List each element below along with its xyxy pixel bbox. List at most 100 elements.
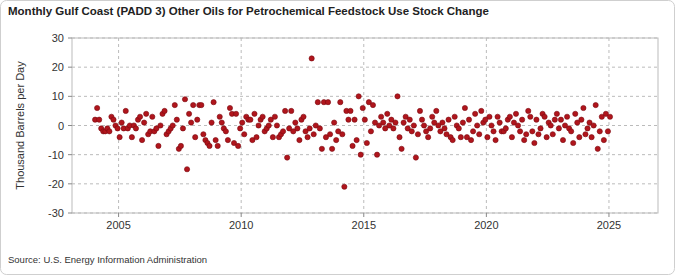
point [538, 126, 543, 131]
point [407, 117, 412, 122]
point [201, 132, 206, 137]
point [315, 100, 320, 105]
point [186, 111, 191, 116]
tick [118, 213, 119, 217]
source: Source: U.S. Energy Information Administ… [8, 254, 207, 265]
point [517, 129, 522, 134]
point [180, 126, 185, 131]
point [301, 114, 306, 119]
point [554, 111, 559, 116]
point [395, 94, 400, 99]
point [601, 137, 606, 142]
point [491, 129, 496, 134]
tick [68, 67, 72, 68]
tick-label: 2015 [352, 219, 376, 231]
point [150, 114, 155, 119]
point [289, 108, 294, 113]
point [479, 108, 484, 113]
point [329, 146, 334, 151]
tick-label: 20 [52, 61, 64, 73]
tick [68, 96, 72, 97]
point [503, 126, 508, 131]
grid-line [72, 183, 658, 184]
tick [68, 183, 72, 184]
point [577, 135, 582, 140]
point [442, 126, 447, 131]
point [240, 120, 245, 125]
tick-label: 2020 [474, 219, 498, 231]
point [534, 117, 539, 122]
point [419, 117, 424, 122]
point [348, 108, 353, 113]
point [589, 135, 594, 140]
point [280, 129, 285, 134]
point [552, 117, 557, 122]
point [391, 126, 396, 131]
point [542, 114, 547, 119]
point [468, 137, 473, 142]
point [233, 111, 238, 116]
tick [68, 125, 72, 126]
point [409, 129, 414, 134]
point [238, 126, 243, 131]
point [144, 111, 149, 116]
point [115, 126, 120, 131]
tick-label: 30 [52, 32, 64, 44]
point [123, 108, 128, 113]
point [358, 152, 363, 157]
point [297, 137, 302, 142]
point [415, 132, 420, 137]
point [158, 123, 163, 128]
point [569, 129, 574, 134]
tick-label: -10 [48, 149, 64, 161]
point [236, 143, 241, 148]
point [595, 146, 600, 151]
tick [68, 38, 72, 39]
point [536, 132, 541, 137]
point [111, 117, 116, 122]
point [172, 102, 177, 107]
chart: Monthly Gulf Coast (PADD 3) Other Oils f… [0, 0, 675, 275]
tick [68, 213, 72, 214]
point [283, 108, 288, 113]
point [581, 105, 586, 110]
point [254, 135, 259, 140]
point [340, 132, 345, 137]
point [493, 137, 498, 142]
frame [1, 1, 675, 275]
point [325, 100, 330, 105]
tick-label: 0 [58, 120, 64, 132]
point [319, 146, 324, 151]
tick-label: 10 [52, 90, 64, 102]
point [107, 129, 112, 134]
point [522, 137, 527, 142]
point [558, 117, 563, 122]
point [579, 117, 584, 122]
point [475, 123, 480, 128]
point [399, 146, 404, 151]
point [307, 126, 312, 131]
point [311, 132, 316, 137]
grid-line [72, 96, 658, 97]
point [605, 129, 610, 134]
point [156, 143, 161, 148]
point [470, 129, 475, 134]
point [227, 105, 232, 110]
point [256, 123, 261, 128]
point [242, 132, 247, 137]
point [213, 137, 218, 142]
point [393, 120, 398, 125]
grid-line [72, 154, 658, 155]
point [607, 114, 612, 119]
point [270, 135, 275, 140]
point [139, 137, 144, 142]
point [485, 135, 490, 140]
tick [241, 213, 242, 217]
point [573, 111, 578, 116]
point [293, 120, 298, 125]
point [473, 111, 478, 116]
point [211, 100, 216, 105]
point [342, 184, 347, 189]
tick-label: 2005 [106, 219, 130, 231]
point [117, 135, 122, 140]
